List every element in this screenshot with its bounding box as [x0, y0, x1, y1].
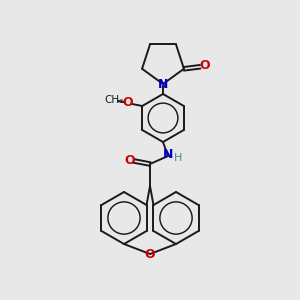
Text: O: O — [200, 59, 210, 72]
Text: CH₃: CH₃ — [105, 95, 124, 105]
Text: H: H — [174, 153, 182, 163]
Text: O: O — [145, 248, 155, 260]
Text: O: O — [125, 154, 135, 166]
Text: N: N — [163, 148, 173, 161]
Text: N: N — [158, 79, 168, 92]
Text: O: O — [122, 95, 133, 109]
